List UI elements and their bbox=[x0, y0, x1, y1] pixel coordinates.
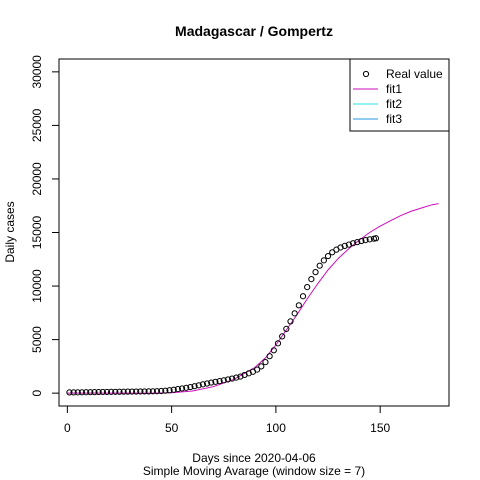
real-value-point bbox=[279, 333, 286, 340]
x-tick-label: 0 bbox=[64, 421, 71, 435]
y-tick-label: 25000 bbox=[30, 108, 44, 142]
y-tick-label: 20000 bbox=[30, 162, 44, 196]
legend-point-symbol bbox=[362, 70, 370, 78]
real-value-point bbox=[270, 347, 277, 354]
y-tick-label: 10000 bbox=[30, 269, 44, 303]
real-value-point bbox=[166, 387, 173, 394]
real-value-point bbox=[274, 340, 282, 347]
real-value-point bbox=[224, 376, 232, 383]
real-value-point bbox=[258, 363, 265, 370]
real-value-point bbox=[262, 358, 269, 366]
real-value-point bbox=[116, 388, 123, 395]
real-value-point bbox=[174, 385, 181, 393]
chart-title: Madagascar / Gompertz bbox=[175, 23, 333, 39]
real-value-point bbox=[291, 310, 298, 317]
legend-label: Real value bbox=[386, 67, 443, 81]
real-value-point bbox=[212, 378, 219, 385]
real-value-point bbox=[324, 252, 332, 260]
real-value-point bbox=[329, 249, 336, 256]
real-value-point bbox=[345, 241, 352, 248]
real-value-point bbox=[83, 389, 90, 396]
real-value-point bbox=[120, 388, 127, 395]
real-value-point bbox=[178, 385, 186, 392]
real-value-point bbox=[341, 242, 348, 249]
real-value-point bbox=[220, 377, 227, 384]
series-real-value bbox=[66, 235, 380, 396]
y-tick-label: 15000 bbox=[30, 215, 44, 249]
x-tick-label: 100 bbox=[266, 421, 286, 435]
real-value-point bbox=[145, 388, 152, 395]
real-value-point bbox=[187, 383, 194, 391]
real-value-point bbox=[137, 388, 144, 395]
real-value-point bbox=[233, 374, 240, 381]
legend-label: fit2 bbox=[386, 97, 402, 111]
real-value-point bbox=[112, 388, 119, 395]
y-tick-label: 30000 bbox=[30, 55, 44, 89]
real-value-point bbox=[254, 366, 261, 373]
x-axis-sublabel: Simple Moving Avarage (window size = 7) bbox=[143, 464, 365, 478]
real-value-point bbox=[87, 389, 94, 396]
real-value-point bbox=[170, 386, 177, 393]
y-axis-label: Daily cases bbox=[3, 201, 17, 262]
y-tick-label: 0 bbox=[30, 389, 44, 396]
real-value-point bbox=[158, 387, 165, 395]
real-value-point bbox=[358, 237, 365, 245]
real-value-point bbox=[312, 269, 319, 276]
real-value-point bbox=[203, 380, 211, 387]
real-value-point bbox=[229, 375, 236, 382]
real-value-point bbox=[308, 275, 315, 283]
legend-label: fit3 bbox=[386, 112, 402, 126]
real-value-point bbox=[70, 389, 77, 396]
y-tick-label: 5000 bbox=[30, 326, 44, 353]
real-value-point bbox=[99, 388, 106, 396]
real-value-point bbox=[149, 388, 156, 395]
real-value-point bbox=[191, 383, 198, 390]
legend-label: fit1 bbox=[386, 82, 402, 96]
real-value-point bbox=[299, 293, 307, 300]
real-value-point bbox=[141, 388, 148, 395]
real-value-point bbox=[208, 379, 215, 386]
real-value-point bbox=[195, 382, 202, 389]
real-value-point bbox=[108, 388, 115, 395]
real-value-point bbox=[153, 388, 161, 395]
x-axis-label: Days since 2020-04-06 bbox=[192, 451, 316, 465]
real-value-point bbox=[283, 325, 290, 332]
real-value-point bbox=[349, 240, 357, 247]
real-value-point bbox=[78, 389, 86, 396]
real-value-point bbox=[128, 388, 136, 395]
real-value-point bbox=[354, 239, 361, 246]
real-value-point bbox=[320, 257, 327, 264]
x-tick-label: 50 bbox=[165, 421, 179, 435]
real-value-point bbox=[103, 388, 111, 396]
real-value-point bbox=[91, 389, 98, 396]
real-value-point bbox=[124, 388, 131, 395]
real-value-point bbox=[133, 388, 140, 395]
x-tick-label: 150 bbox=[370, 421, 390, 435]
real-value-point bbox=[266, 353, 273, 360]
series-fit1 bbox=[67, 203, 439, 394]
real-value-point bbox=[362, 237, 369, 244]
real-value-point bbox=[95, 388, 102, 396]
real-value-point bbox=[162, 387, 169, 394]
real-value-point bbox=[199, 381, 207, 388]
real-value-point bbox=[304, 284, 311, 291]
y-axis: 0 5000 10000 15000 20000 25000 30000 bbox=[30, 55, 60, 396]
real-value-point bbox=[74, 389, 81, 396]
x-axis: 0 50 100 150 bbox=[64, 405, 391, 435]
real-value-point bbox=[372, 235, 380, 242]
real-value-point bbox=[66, 389, 73, 396]
real-value-point bbox=[366, 236, 373, 243]
real-value-point bbox=[287, 318, 294, 325]
real-value-point bbox=[183, 384, 190, 391]
fit1-line bbox=[67, 203, 439, 394]
real-value-point bbox=[295, 302, 302, 309]
real-value-point bbox=[216, 378, 223, 385]
real-value-point bbox=[316, 262, 323, 269]
